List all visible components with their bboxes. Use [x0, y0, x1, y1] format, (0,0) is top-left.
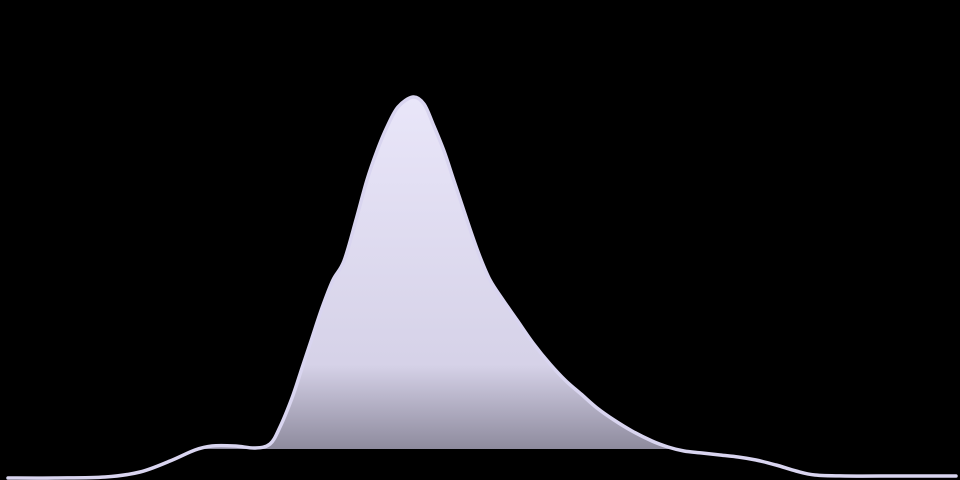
- area-fill: [197, 96, 675, 449]
- curve-line: [6, 95, 958, 480]
